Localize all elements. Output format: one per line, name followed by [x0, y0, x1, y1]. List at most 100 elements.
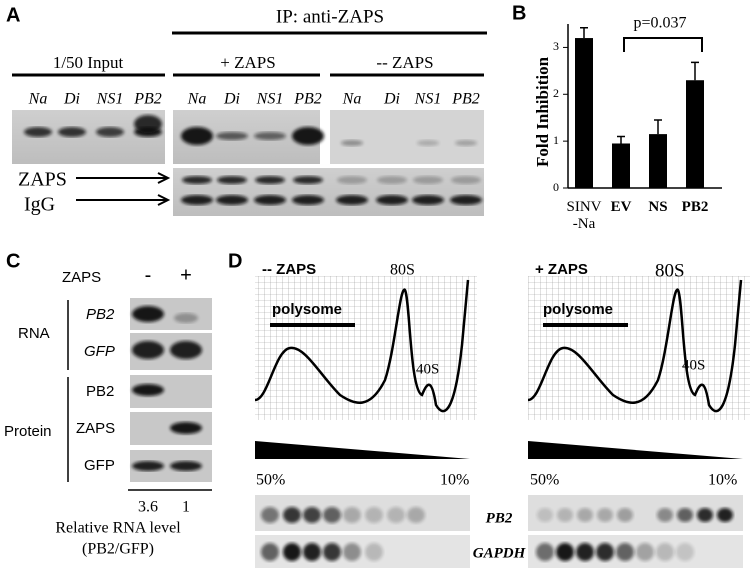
band	[254, 132, 286, 140]
gradient-label: 10%	[440, 472, 469, 489]
band	[536, 543, 554, 561]
x-tick-label: SINV -Na	[566, 199, 602, 232]
profile-curve	[527, 279, 743, 413]
band	[676, 543, 694, 561]
band	[677, 508, 693, 522]
x-tick-label: EV	[610, 199, 632, 215]
band	[174, 313, 198, 323]
band	[293, 176, 323, 184]
band	[24, 127, 52, 137]
band	[412, 195, 444, 205]
band	[283, 507, 301, 523]
caption: Relative RNA level	[55, 520, 181, 537]
band	[343, 543, 361, 561]
band	[337, 176, 367, 184]
group-label: 1/50 Input	[53, 53, 124, 72]
lane-label: Di	[63, 91, 80, 108]
caption: (PB2/GFP)	[82, 541, 154, 558]
band	[134, 115, 162, 133]
marker-label: IgG	[24, 194, 55, 216]
region-label: polysome	[272, 301, 342, 318]
blot-layer	[12, 110, 750, 568]
band	[616, 543, 634, 561]
gradient-wedge	[255, 441, 470, 459]
y-tick-label: 3	[553, 39, 559, 53]
row-label: GFP	[84, 343, 115, 360]
lane-label: NS1	[256, 91, 284, 108]
band	[576, 543, 594, 561]
row-label: ZAPS	[76, 420, 115, 437]
band	[697, 508, 713, 522]
lane-label: Na	[28, 91, 48, 108]
band	[303, 543, 321, 561]
group-label: + ZAPS	[220, 53, 275, 72]
band	[450, 195, 482, 205]
peak-label: 40S	[682, 357, 705, 373]
band	[283, 543, 301, 561]
peak-label: 80S	[390, 262, 415, 279]
arrow	[76, 172, 171, 184]
panel-label: D	[228, 250, 242, 272]
lane-label: Di	[383, 91, 400, 108]
gene-label: PB2	[486, 510, 513, 526]
row-label: PB2	[86, 306, 115, 323]
lane-label: Di	[223, 91, 240, 108]
group-label: Protein	[4, 423, 52, 440]
condition: +	[180, 264, 192, 286]
band	[323, 507, 341, 523]
band	[292, 127, 324, 145]
band	[170, 341, 202, 359]
lane-label: NS1	[414, 91, 442, 108]
gradient-wedge	[528, 441, 743, 459]
lane-labels: Na Di NS1 PB2 Na Di NS1 PB2 Na Di NS1 PB2	[28, 91, 480, 108]
ip-header: IP: anti-ZAPS	[276, 6, 384, 27]
peak-label: 40S	[416, 361, 439, 377]
polysome-bar	[270, 323, 355, 327]
band	[303, 507, 321, 523]
error-bar	[580, 26, 588, 39]
gradient-label: 10%	[708, 472, 737, 489]
band	[254, 195, 286, 205]
row-label: GFP	[84, 457, 115, 474]
bar	[575, 38, 593, 188]
panel-label: A	[6, 4, 20, 26]
band	[181, 127, 213, 145]
band	[617, 508, 633, 522]
polysome-bar	[543, 323, 628, 327]
band	[657, 508, 673, 522]
panel-label: C	[6, 250, 20, 272]
peak-label: 80S	[655, 260, 685, 281]
band	[255, 176, 285, 184]
bar	[649, 134, 667, 188]
band	[455, 140, 477, 146]
band	[132, 461, 164, 471]
band	[323, 543, 341, 561]
band	[170, 461, 202, 471]
band	[407, 507, 425, 523]
bar	[612, 143, 630, 188]
band	[336, 195, 368, 205]
condition: + ZAPS	[535, 261, 588, 278]
band	[376, 195, 408, 205]
band	[417, 140, 439, 146]
gradient-label: 50%	[530, 472, 559, 489]
band	[577, 508, 593, 522]
band	[387, 507, 405, 523]
bar-chart: 0 1 2 3	[553, 24, 722, 194]
y-tick-label: 2	[553, 86, 559, 100]
lane-label: NS1	[96, 91, 124, 108]
band	[170, 422, 202, 434]
x-tick-label: NS	[648, 199, 668, 215]
band	[181, 195, 213, 205]
relative-level: 1	[182, 499, 190, 516]
significance-bracket	[623, 37, 703, 52]
y-axis-label: Fold Inhibition	[533, 56, 552, 167]
profile-curve	[254, 279, 470, 413]
group-label: -- ZAPS	[376, 53, 433, 72]
lane-label: PB2	[293, 91, 322, 108]
band	[597, 508, 613, 522]
group-label: RNA	[18, 325, 50, 342]
annotation: p=0.037	[633, 15, 686, 32]
band	[132, 384, 164, 396]
